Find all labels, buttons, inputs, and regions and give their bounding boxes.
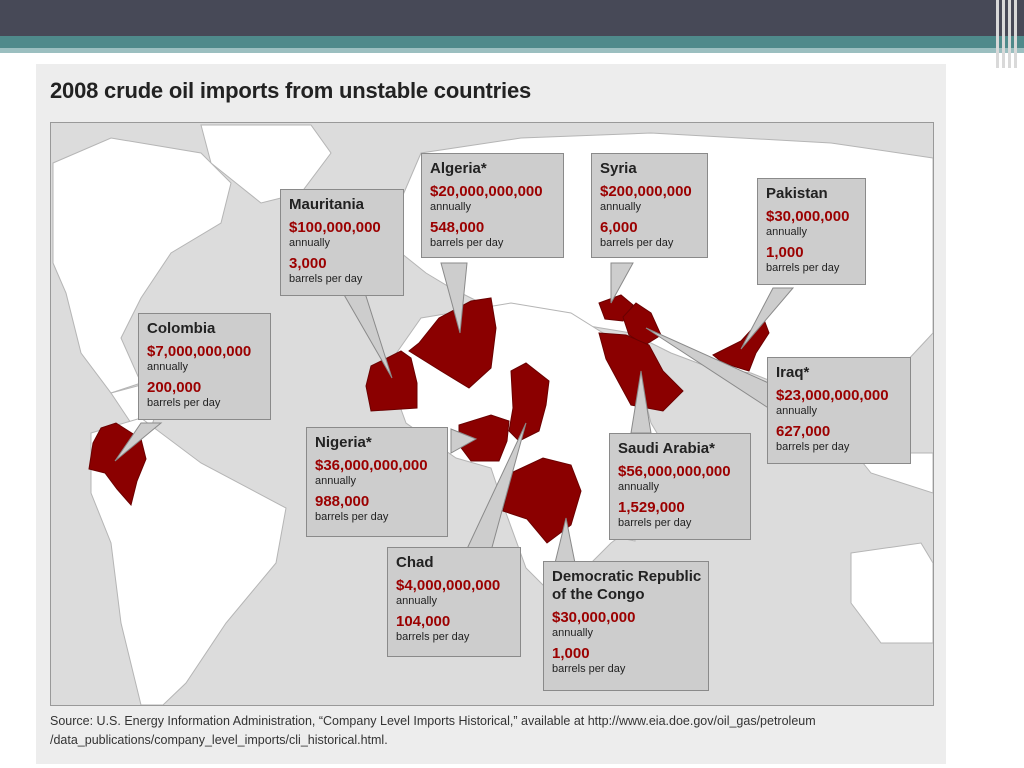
south-america-landmass <box>90 417 287 705</box>
callout-barrels: 104,000 <box>396 613 451 630</box>
callout-amount: $30,000,000 <box>552 609 636 626</box>
callout-amount: $56,000,000,000 <box>618 463 731 480</box>
callout-amount-unit: annually <box>552 627 593 639</box>
pointer-mauritania <box>342 292 393 379</box>
callout-country-name: Iraq* <box>776 364 810 381</box>
callout-barrels: 6,000 <box>600 219 638 236</box>
callout-barrels-unit: barrels per day <box>315 511 389 523</box>
callout-barrels-unit: barrels per day <box>618 517 692 529</box>
callout-amount: $100,000,000 <box>289 219 381 236</box>
callout-pakistan: Pakistan $30,000,000 annually 1,000 barr… <box>757 178 866 285</box>
slide-accent-bar <box>0 36 1024 48</box>
callout-barrels-unit: barrels per day <box>289 273 363 285</box>
world-map: Mauritania $100,000,000 annually 3,000 b… <box>50 122 934 706</box>
infographic: 2008 crude oil imports from unstable cou… <box>36 64 946 764</box>
pointer-syria <box>610 262 634 304</box>
callout-barrels: 1,000 <box>766 244 804 261</box>
callout-syria: Syria $200,000,000 annually 6,000 barrel… <box>591 153 708 258</box>
callout-barrels: 627,000 <box>776 423 831 440</box>
slide-top-bar <box>0 0 1024 36</box>
callout-barrels-unit: barrels per day <box>776 441 850 453</box>
callout-country-name: Nigeria* <box>315 434 372 451</box>
callout-country-name: Mauritania <box>289 196 365 213</box>
callout-amount-unit: annually <box>600 201 641 213</box>
callout-amount-unit: annually <box>776 405 817 417</box>
callout-amount-unit: annually <box>147 361 188 373</box>
callout-barrels: 1,529,000 <box>618 499 685 516</box>
country-dr-congo <box>502 457 582 544</box>
callout-nigeria: Nigeria* $36,000,000,000 annually 988,00… <box>306 427 448 537</box>
callout-dr-congo: Democratic Republic of the Congo $30,000… <box>543 561 709 691</box>
callout-barrels: 1,000 <box>552 645 590 662</box>
callout-amount-unit: annually <box>396 595 437 607</box>
callout-country-name: Colombia <box>147 320 216 337</box>
slide-corner-stripes <box>994 0 1024 68</box>
callout-amount-unit: annually <box>618 481 659 493</box>
callout-amount-unit: annually <box>430 201 471 213</box>
callout-amount: $7,000,000,000 <box>147 343 252 360</box>
callout-barrels-unit: barrels per day <box>766 262 840 274</box>
australia-landmass <box>850 542 933 644</box>
callout-country-name: Syria <box>600 160 637 177</box>
callout-barrels-unit: barrels per day <box>147 397 221 409</box>
callout-amount-unit: annually <box>289 237 330 249</box>
callout-amount: $30,000,000 <box>766 208 850 225</box>
callout-algeria: Algeria* $20,000,000,000 annually 548,00… <box>421 153 564 258</box>
callout-barrels: 988,000 <box>315 493 370 510</box>
callout-country-name: Chad <box>396 554 434 571</box>
callout-barrels: 3,000 <box>289 255 327 272</box>
north-america-landmass <box>52 137 232 394</box>
pointer-colombia <box>114 422 163 462</box>
callout-amount-unit: annually <box>315 475 356 487</box>
callout-country-name: Saudi Arabia* <box>618 440 715 457</box>
callout-chad: Chad $4,000,000,000 annually 104,000 bar… <box>387 547 521 657</box>
slide-accent-bar-light <box>0 48 1024 53</box>
country-chad <box>508 362 550 442</box>
callout-colombia: Colombia $7,000,000,000 annually 200,000… <box>138 313 271 420</box>
callout-barrels-unit: barrels per day <box>396 631 470 643</box>
callout-amount: $23,000,000,000 <box>776 387 889 404</box>
callout-saudi-arabia: Saudi Arabia* $56,000,000,000 annually 1… <box>609 433 751 540</box>
callout-barrels-unit: barrels per day <box>430 237 504 249</box>
callout-country-name: Democratic Republic of the Congo <box>552 568 702 603</box>
callout-amount: $200,000,000 <box>600 183 692 200</box>
callout-country-name: Pakistan <box>766 185 828 202</box>
pointer-algeria <box>440 262 468 334</box>
callout-amount: $36,000,000,000 <box>315 457 428 474</box>
country-mauritania <box>365 350 418 412</box>
callout-amount: $4,000,000,000 <box>396 577 501 594</box>
callout-barrels-unit: barrels per day <box>600 237 674 249</box>
callout-amount-unit: annually <box>766 226 807 238</box>
callout-barrels-unit: barrels per day <box>552 663 626 675</box>
pointer-pakistan <box>740 287 795 350</box>
source-citation: Source: U.S. Energy Information Administ… <box>50 714 816 747</box>
callout-iraq: Iraq* $23,000,000,000 annually 627,000 b… <box>767 357 911 464</box>
callout-barrels: 548,000 <box>430 219 485 236</box>
infographic-title: 2008 crude oil imports from unstable cou… <box>50 78 532 103</box>
callout-barrels: 200,000 <box>147 379 202 396</box>
callout-mauritania: Mauritania $100,000,000 annually 3,000 b… <box>280 189 404 296</box>
callout-amount: $20,000,000,000 <box>430 183 543 200</box>
callout-country-name: Algeria* <box>430 160 487 177</box>
pointer-nigeria <box>450 428 478 454</box>
